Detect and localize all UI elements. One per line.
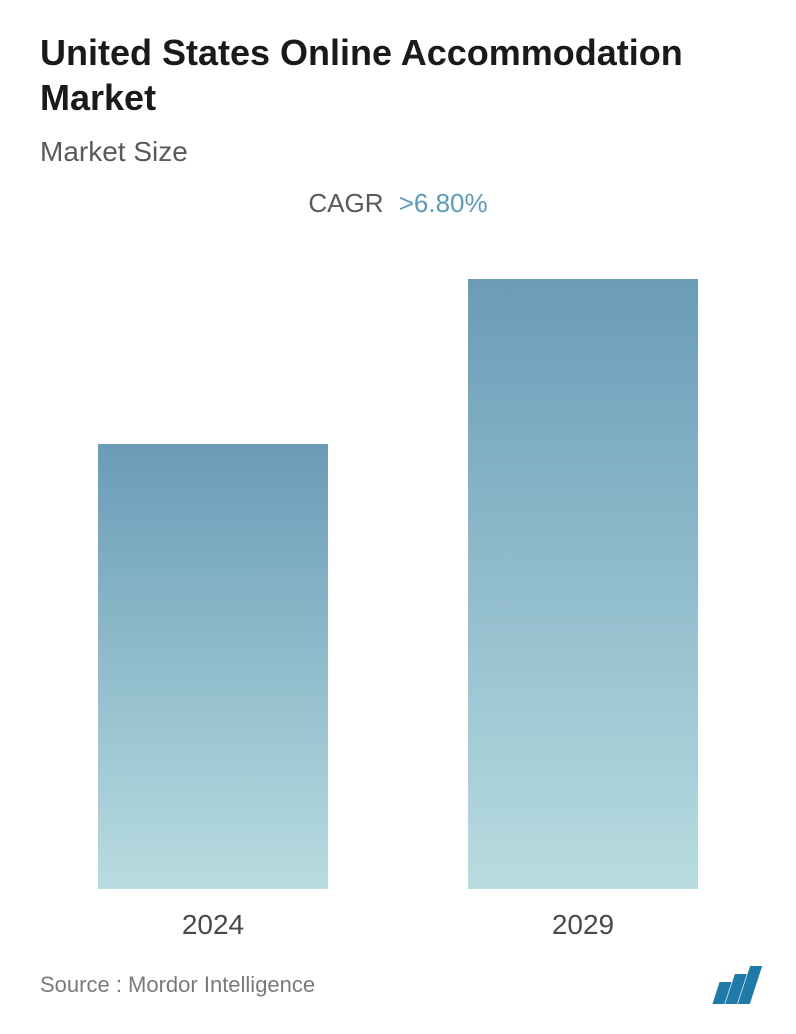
- bar-label-2029: 2029: [468, 909, 698, 941]
- chart-subtitle: Market Size: [40, 136, 756, 168]
- x-axis-labels: 2024 2029: [40, 889, 756, 941]
- cagr-label: CAGR: [308, 188, 383, 218]
- cagr-value: >6.80%: [399, 188, 488, 218]
- source-text: Source : Mordor Intelligence: [40, 972, 315, 998]
- cagr-row: CAGR >6.80%: [40, 188, 756, 219]
- bar-label-2024: 2024: [98, 909, 328, 941]
- bar-2024: [98, 444, 328, 889]
- footer: Source : Mordor Intelligence: [40, 966, 756, 1004]
- chart-area: [40, 249, 756, 889]
- chart-title: United States Online Accommodation Marke…: [40, 30, 756, 120]
- logo-icon: [716, 966, 756, 1004]
- bar-2029: [468, 279, 698, 889]
